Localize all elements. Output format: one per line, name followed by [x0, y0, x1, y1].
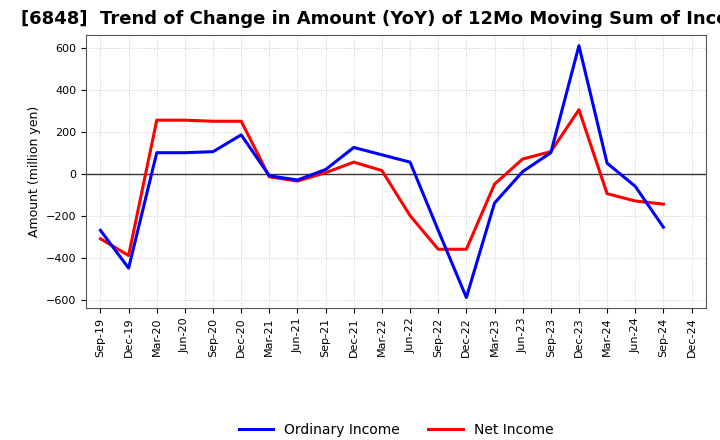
Net Income	[631, 198, 639, 204]
Ordinary Income	[181, 150, 189, 155]
Net Income	[209, 119, 217, 124]
Net Income	[153, 117, 161, 123]
Ordinary Income	[575, 43, 583, 48]
Ordinary Income	[293, 177, 302, 183]
Net Income	[349, 160, 358, 165]
Net Income	[96, 236, 105, 242]
Net Income	[490, 182, 499, 187]
Net Income	[377, 168, 386, 173]
Ordinary Income	[603, 161, 611, 166]
Net Income	[321, 170, 330, 175]
Ordinary Income	[546, 150, 555, 155]
Ordinary Income	[434, 228, 443, 233]
Ordinary Income	[462, 295, 471, 300]
Net Income	[125, 253, 133, 258]
Ordinary Income	[406, 160, 415, 165]
Ordinary Income	[377, 152, 386, 158]
Net Income	[237, 119, 246, 124]
Title: [6848]  Trend of Change in Amount (YoY) of 12Mo Moving Sum of Incomes: [6848] Trend of Change in Amount (YoY) o…	[22, 10, 720, 28]
Ordinary Income	[631, 183, 639, 189]
Ordinary Income	[96, 228, 105, 233]
Net Income	[181, 117, 189, 123]
Y-axis label: Amount (million yen): Amount (million yen)	[27, 106, 40, 237]
Line: Ordinary Income: Ordinary Income	[101, 46, 663, 297]
Ordinary Income	[209, 149, 217, 154]
Ordinary Income	[349, 145, 358, 150]
Ordinary Income	[237, 132, 246, 138]
Net Income	[546, 149, 555, 154]
Net Income	[293, 178, 302, 183]
Net Income	[462, 246, 471, 252]
Net Income	[434, 246, 443, 252]
Legend: Ordinary Income, Net Income: Ordinary Income, Net Income	[233, 418, 559, 440]
Net Income	[265, 174, 274, 180]
Net Income	[603, 191, 611, 196]
Net Income	[406, 213, 415, 218]
Line: Net Income: Net Income	[101, 110, 663, 256]
Ordinary Income	[659, 224, 667, 230]
Ordinary Income	[490, 201, 499, 206]
Ordinary Income	[125, 265, 133, 271]
Net Income	[659, 202, 667, 207]
Ordinary Income	[518, 169, 527, 174]
Ordinary Income	[321, 167, 330, 172]
Ordinary Income	[265, 173, 274, 179]
Ordinary Income	[153, 150, 161, 155]
Net Income	[575, 107, 583, 112]
Net Income	[518, 156, 527, 161]
